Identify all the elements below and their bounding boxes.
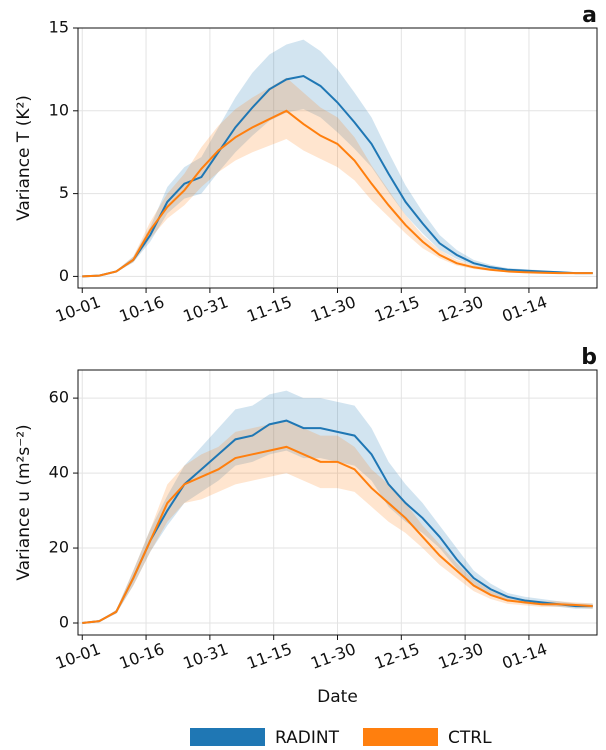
y-tick-label: 60 bbox=[49, 388, 69, 407]
x-tick-label: 12-15 bbox=[372, 292, 422, 326]
x-tick-label: 10-31 bbox=[180, 292, 230, 326]
spread-band bbox=[82, 420, 593, 624]
y-tick-label: 5 bbox=[59, 183, 69, 202]
x-tick-label: 12-30 bbox=[436, 639, 486, 673]
x-tick-label: 12-15 bbox=[372, 639, 422, 673]
y-tick-label: 0 bbox=[59, 266, 69, 285]
x-tick-label: 10-16 bbox=[117, 292, 167, 326]
plot-frame bbox=[77, 27, 598, 289]
panel: 10-01 10-16 10-31 11-15 11-30 12-15 12-30 01-14… bbox=[14, 345, 598, 707]
y-tick-label: 0 bbox=[59, 613, 69, 632]
x-axis-label: Date bbox=[317, 687, 358, 707]
x-tick-label: 11-30 bbox=[308, 292, 358, 326]
x-tick-label: 10-16 bbox=[117, 639, 167, 673]
x-tick-label: 11-15 bbox=[244, 292, 294, 326]
spread-band bbox=[82, 77, 593, 277]
x-tick-label: 10-01 bbox=[53, 639, 103, 673]
x-tick-label: 11-30 bbox=[308, 639, 358, 673]
x-tick-label: 10-01 bbox=[53, 292, 103, 326]
y-tick-label: 10 bbox=[49, 100, 69, 119]
y-tick-label: 20 bbox=[49, 538, 69, 557]
series-line bbox=[82, 109, 593, 278]
spread-band bbox=[82, 39, 593, 277]
y-tick-label: 40 bbox=[49, 463, 69, 482]
y-axis-label: Variance T (K²) bbox=[14, 95, 34, 221]
y-tick-label: 15 bbox=[49, 18, 69, 37]
legend-swatch bbox=[363, 728, 438, 746]
x-tick-label: 12-30 bbox=[436, 292, 486, 326]
plot-frame bbox=[77, 369, 598, 636]
x-tick-label: 10-31 bbox=[180, 639, 230, 673]
spread-band bbox=[82, 390, 593, 624]
panel: 10-01 10-16 10-31 11-15 11-30 12-15 12-30 01-14… bbox=[14, 3, 598, 326]
x-tick-label: 01-14 bbox=[499, 639, 549, 673]
series-line bbox=[82, 419, 593, 624]
legend: RADINT CTRL bbox=[190, 728, 492, 748]
panel-label: a bbox=[582, 3, 597, 28]
legend-swatch bbox=[190, 728, 265, 746]
legend-label: CTRL bbox=[448, 728, 492, 748]
series-line bbox=[82, 445, 593, 624]
x-tick-label: 01-14 bbox=[499, 292, 549, 326]
series-line bbox=[82, 74, 593, 278]
legend-label: RADINT bbox=[275, 728, 340, 748]
x-tick-label: 11-15 bbox=[244, 639, 294, 673]
y-axis-label: Variance u (m²s⁻²) bbox=[14, 424, 34, 580]
panel-label: b bbox=[581, 345, 597, 370]
